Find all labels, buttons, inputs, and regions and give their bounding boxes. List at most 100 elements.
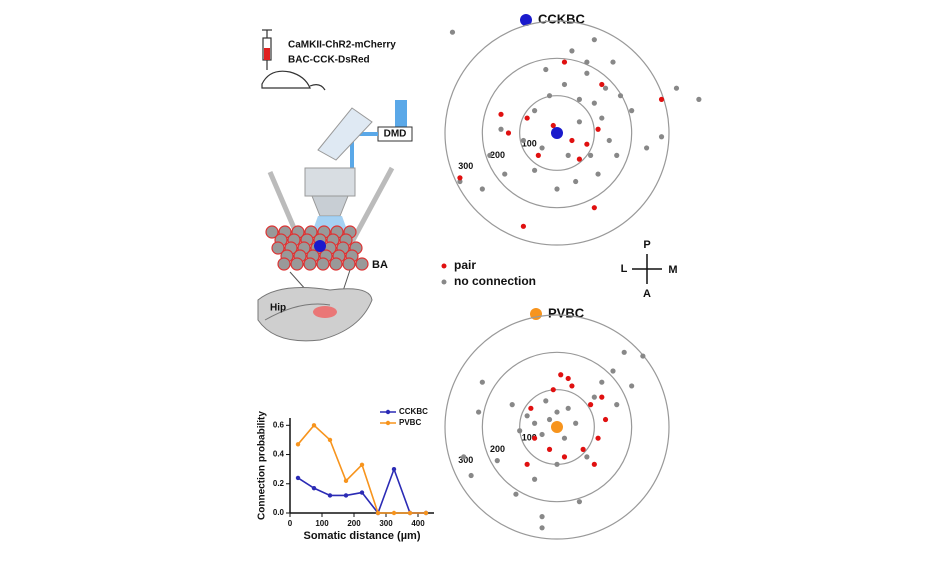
ring — [481, 351, 633, 503]
data-point — [423, 510, 429, 516]
cell-point — [658, 96, 665, 102]
cell-point — [602, 85, 609, 91]
cell-point — [621, 349, 627, 355]
y-axis-label: Connection probability — [257, 411, 268, 520]
data-point — [343, 478, 349, 484]
cell-point — [546, 93, 553, 99]
data-point — [327, 437, 333, 443]
cell-point — [532, 167, 538, 173]
ring — [444, 314, 670, 540]
region-label: BA — [372, 259, 388, 271]
cell — [329, 257, 343, 271]
data-point — [343, 493, 349, 498]
cell-point — [591, 100, 597, 106]
data-point — [359, 462, 365, 467]
cell-point — [591, 394, 597, 400]
cell-point — [673, 85, 680, 91]
cell-point — [614, 152, 620, 158]
cell-point — [561, 454, 568, 460]
ring-label: 100 — [522, 139, 537, 149]
cell-point — [505, 130, 512, 136]
cell-point — [599, 394, 605, 400]
cell-point — [565, 405, 571, 411]
legend-label: no connection — [454, 274, 536, 288]
cell-point — [520, 137, 527, 144]
device-label: DMD — [384, 129, 407, 140]
x-axis-label: Somatic distance (µm) — [304, 530, 421, 542]
legend-label: CCKBC — [399, 407, 428, 416]
cell-point — [498, 111, 504, 117]
cell-point — [561, 59, 568, 65]
cell-point — [509, 402, 515, 408]
cell-point — [546, 416, 553, 423]
data-point — [375, 510, 381, 516]
cell-point — [449, 29, 456, 35]
data-point — [391, 510, 397, 516]
cell-point — [532, 108, 538, 114]
cell-point — [580, 446, 586, 452]
cell-point — [569, 383, 575, 389]
ring-label: 100 — [522, 433, 537, 443]
cell-point — [532, 420, 538, 426]
cell-point — [569, 137, 575, 144]
data-point — [359, 490, 365, 495]
cell-point — [606, 137, 612, 144]
cell — [265, 225, 279, 239]
cell-point — [479, 186, 485, 192]
cell-point — [479, 379, 485, 385]
cell — [316, 257, 330, 271]
cell-point — [487, 152, 493, 158]
cell-point — [644, 145, 650, 151]
cell — [271, 241, 285, 255]
cell-point — [550, 387, 556, 393]
recorded-cell — [551, 127, 563, 139]
cell-point — [576, 96, 583, 102]
data-point — [391, 466, 397, 472]
cell-point — [576, 499, 583, 505]
cell-point — [573, 420, 579, 426]
legend-marker — [441, 279, 447, 285]
cell-point — [520, 223, 527, 229]
cell-point — [599, 81, 605, 88]
cell-point — [524, 461, 530, 467]
cell-point — [614, 402, 620, 408]
cell-point — [595, 171, 601, 177]
cell-point — [532, 476, 538, 482]
orientation: A — [643, 288, 651, 300]
brain-slice — [257, 269, 373, 342]
cell-point — [476, 409, 482, 415]
y-tick-label: 0.4 — [273, 450, 285, 459]
cell-point — [539, 145, 545, 151]
cell-grid — [265, 225, 369, 271]
cell — [277, 257, 291, 271]
series-line — [297, 424, 426, 514]
ring-label: 200 — [490, 150, 505, 160]
cell-point — [524, 413, 530, 419]
data-point — [311, 423, 317, 428]
orientation: L — [621, 263, 628, 275]
cell-point — [595, 126, 601, 132]
cell-point — [591, 461, 597, 467]
cell-point — [573, 178, 579, 185]
y-tick-label: 0.0 — [273, 508, 285, 517]
cell-point — [554, 461, 560, 467]
cell-point — [554, 186, 560, 192]
cell-point — [584, 454, 590, 460]
cell-point — [535, 152, 541, 158]
cell-point — [584, 59, 590, 65]
cell-point — [494, 458, 500, 464]
y-tick-label: 0.6 — [273, 420, 285, 429]
optics — [267, 100, 413, 244]
cell-point — [554, 409, 560, 415]
cell-point — [517, 428, 523, 434]
cell-point — [543, 66, 549, 73]
cell-point — [610, 368, 616, 374]
label: CaMKII-ChR2-mCherry — [288, 40, 396, 51]
cell-point — [617, 93, 624, 99]
cell-point — [561, 435, 568, 441]
cell-point — [457, 178, 463, 185]
cell-point — [629, 108, 635, 114]
cell — [303, 257, 317, 271]
ring-label: 300 — [458, 161, 473, 171]
